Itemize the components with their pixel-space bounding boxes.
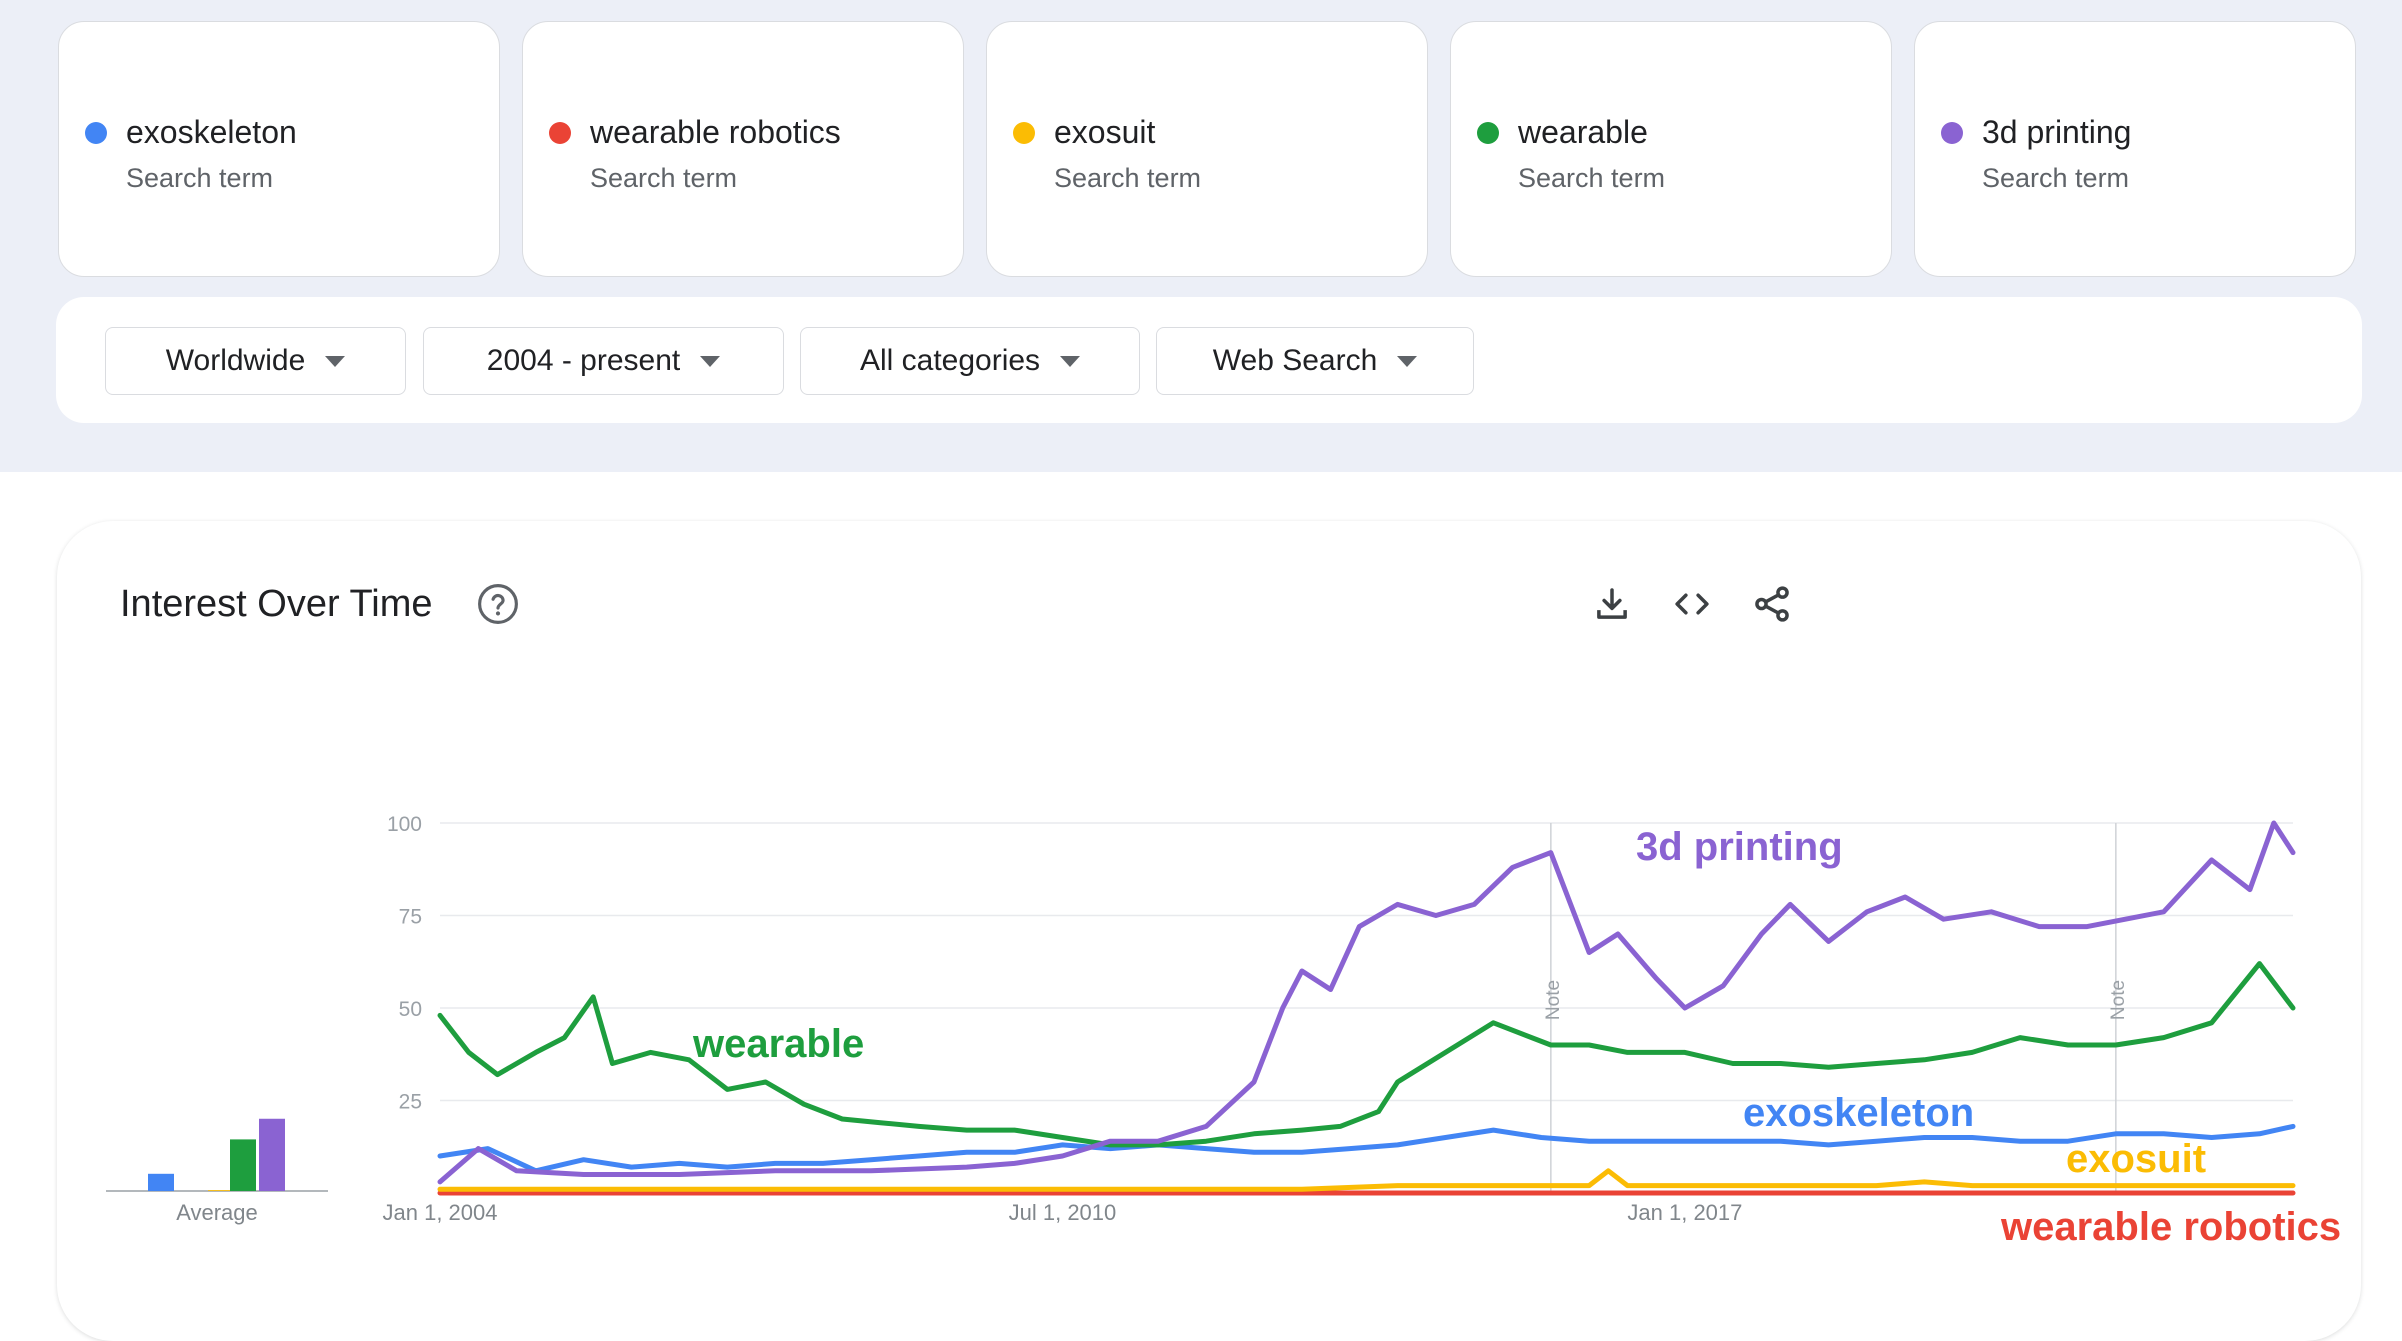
help-icon[interactable] — [477, 583, 519, 625]
term-type-label: Search term — [1054, 163, 1202, 193]
y-tick-label: 75 — [399, 906, 422, 929]
caret-down-icon — [700, 355, 721, 367]
series-color-dot — [85, 122, 107, 144]
term-label: 3d printing — [1982, 114, 2132, 150]
term-card-exosuit[interactable]: exosuit Search term — [986, 21, 1428, 277]
term-card-wearable-robotics[interactable]: wearable robotics Search term — [522, 21, 964, 277]
series-color-dot — [1941, 122, 1963, 144]
term-card-wearable[interactable]: wearable Search term — [1450, 21, 1892, 277]
x-tick-label: Jan 1, 2004 — [383, 1200, 498, 1225]
series-color-dot — [1477, 122, 1499, 144]
term-label: wearable robotics — [590, 114, 841, 150]
term-card-3d-printing[interactable]: 3d printing Search term — [1914, 21, 2356, 277]
region-select[interactable]: Worldwide — [105, 327, 406, 395]
term-type-label: Search term — [1982, 163, 2130, 193]
line-chart: 100 75 50 25 Jan 1, 2004 Jul 1, 2010 Jan 1, 20… — [383, 813, 2342, 1249]
x-tick-label: Jul 1, 2010 — [1009, 1200, 1117, 1225]
caret-down-icon — [325, 355, 346, 367]
term-label: exoskeleton — [126, 114, 297, 150]
term-type-label: Search term — [1518, 163, 1666, 193]
average-label: Average — [176, 1200, 258, 1225]
caret-down-icon — [1397, 355, 1418, 367]
average-bar-3d-printing — [259, 1118, 285, 1191]
y-tick-label: 100 — [387, 813, 422, 836]
series-color-dot — [549, 122, 571, 144]
term-card-exoskeleton[interactable]: exoskeleton Search term — [58, 21, 500, 277]
series-color-dot — [1013, 122, 1035, 144]
y-tick-label: 50 — [399, 998, 422, 1021]
series-annotation: exoskeleton — [1743, 1091, 1974, 1135]
term-label: exosuit — [1054, 114, 1156, 150]
series-annotation: wearable — [692, 1022, 864, 1066]
average-bar-exosuit — [208, 1190, 234, 1191]
series-line-wearable — [437, 961, 2296, 1148]
time-range-select[interactable]: 2004 - present — [423, 327, 784, 395]
panel-title: Interest Over Time — [120, 583, 433, 625]
filter-bar: Worldwide 2004 - present All categories … — [56, 297, 2362, 423]
series-annotation: wearable robotics — [2000, 1205, 2341, 1249]
interest-over-time-panel: Interest Over Time — [57, 521, 2361, 1341]
average-bar-wearable — [230, 1139, 256, 1191]
series-line-3d-printing — [437, 820, 2296, 1185]
download-icon[interactable] — [1591, 583, 1633, 625]
share-icon[interactable] — [1751, 583, 1793, 625]
average-bar-exoskeleton — [148, 1173, 174, 1191]
x-tick-label: Jan 1, 2017 — [1627, 1200, 1742, 1225]
region-select-label: Worldwide — [165, 344, 306, 377]
category-select[interactable]: All categories — [800, 327, 1140, 395]
y-tick-label: 25 — [399, 1091, 422, 1114]
note-marker-label: Note — [1543, 980, 1564, 1020]
note-marker-label: Note — [2108, 980, 2129, 1020]
series-annotation: 3d printing — [1636, 825, 1843, 869]
term-type-label: Search term — [590, 163, 738, 193]
time-range-select-label: 2004 - present — [486, 344, 681, 377]
series-line-exosuit — [437, 1168, 2296, 1192]
search-type-select[interactable]: Web Search — [1156, 327, 1474, 395]
embed-icon[interactable] — [1671, 583, 1713, 625]
series-annotation: exosuit — [2066, 1137, 2206, 1181]
interest-chart: Average 100 75 50 25 Jan 1, 2004 Jul 1, 2010 J… — [106, 813, 2342, 1249]
search-type-select-label: Web Search — [1212, 344, 1378, 377]
series-line-exoskeleton — [437, 1123, 2296, 1174]
term-type-label: Search term — [126, 163, 274, 193]
category-select-label: All categories — [859, 344, 1041, 377]
average-bar-chart: Average — [106, 1118, 328, 1225]
caret-down-icon — [1060, 355, 1081, 367]
term-label: wearable — [1518, 114, 1648, 150]
